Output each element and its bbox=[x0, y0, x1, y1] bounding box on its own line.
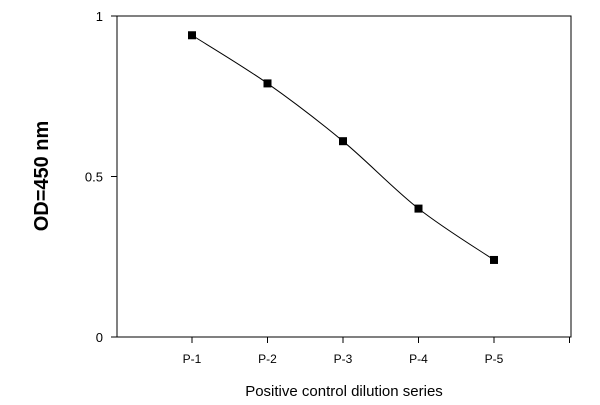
y-tick-label: 1 bbox=[96, 9, 103, 24]
x-axis-ticks: P-1 P-2 P-3 P-4 P-5 bbox=[183, 337, 570, 366]
x-tick-label: P-2 bbox=[258, 352, 277, 366]
series-line bbox=[191, 34, 495, 261]
y-axis-title: OD=450 nm bbox=[31, 121, 53, 232]
x-tick-label: P-1 bbox=[183, 352, 202, 366]
data-point-marker bbox=[490, 255, 498, 264]
series-layer bbox=[188, 31, 498, 264]
x-tick-label: P-4 bbox=[409, 352, 428, 366]
plot-border bbox=[116, 15, 572, 338]
data-point-marker bbox=[414, 204, 423, 213]
data-point-marker bbox=[263, 79, 272, 88]
data-point-marker bbox=[188, 31, 196, 40]
y-tick-label: 0.5 bbox=[85, 170, 103, 185]
x-axis-title: Positive control dilution series bbox=[245, 383, 443, 400]
data-point-marker bbox=[339, 137, 347, 146]
y-axis-ticks: 00.51 bbox=[85, 9, 117, 345]
plot-area bbox=[116, 15, 572, 338]
x-tick-label: P-3 bbox=[334, 352, 353, 366]
x-tick-label: P-5 bbox=[485, 352, 504, 366]
y-tick-label: 0 bbox=[96, 330, 103, 345]
